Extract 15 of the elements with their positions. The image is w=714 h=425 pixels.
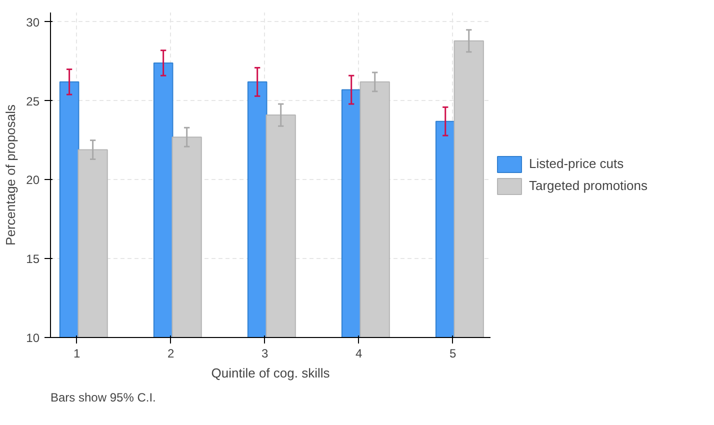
legend-label: Listed-price cuts <box>529 156 624 171</box>
y-tick-label: 20 <box>26 173 40 188</box>
x-tick-label: 3 <box>262 346 269 360</box>
text: Bars show 95% C.I. <box>50 390 156 404</box>
y-axis-title: Percentage of proposals <box>3 104 18 246</box>
x-tick-label: 5 <box>450 346 457 360</box>
x-axis-title: Quintile of cog. skills <box>211 366 330 380</box>
legend-label: Targeted promotions <box>529 178 648 193</box>
y-tick-label: 15 <box>26 252 40 266</box>
y-tick-label: 30 <box>26 15 40 30</box>
x-tick-label: 2 <box>168 346 175 360</box>
x-tick-label: 4 <box>356 346 363 360</box>
x-tick-label: 1 <box>73 346 80 360</box>
y-tick-label: 10 <box>26 331 40 345</box>
y-tick-label: 25 <box>26 94 40 108</box>
